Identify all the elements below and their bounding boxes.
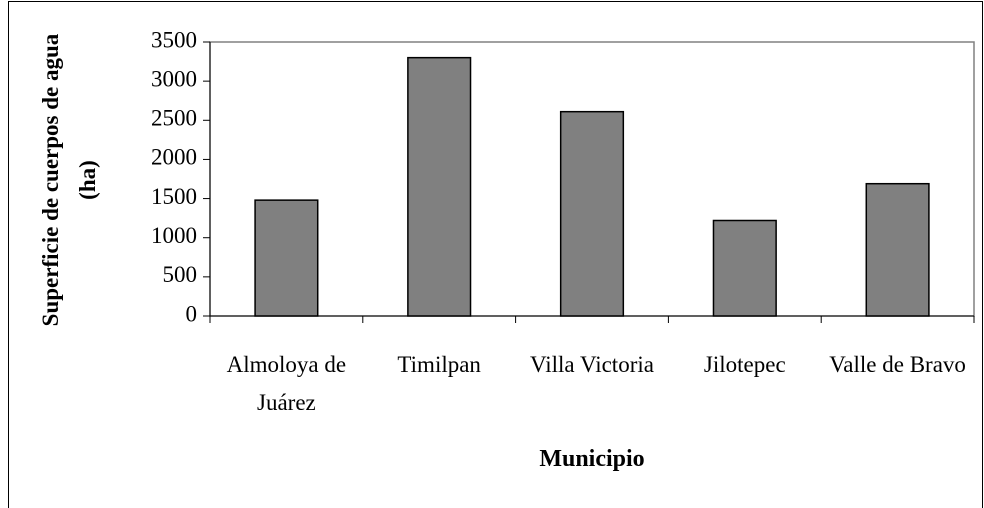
x-tick-label: Almoloya de Juárez [226, 352, 347, 415]
bar [254, 199, 319, 317]
y-tick-label: 1000 [151, 223, 197, 248]
y-tick-label: 1500 [151, 184, 197, 209]
y-tick-label: 3000 [151, 66, 197, 91]
y-axis-title: Superficie de cuerpos de agua (ha) [38, 33, 100, 327]
y-tick-label: 2000 [151, 145, 197, 170]
x-tick-label: Valle de Bravo [829, 352, 966, 377]
bar [865, 182, 930, 317]
y-tick-label: 0 [186, 301, 198, 326]
y-tick-label: 2500 [151, 106, 197, 131]
y-tick-label: 500 [163, 262, 198, 287]
bar [559, 110, 625, 317]
y-tick-label: 3500 [151, 27, 197, 52]
bar [407, 56, 472, 317]
x-tick-label: Timilpan [397, 352, 481, 377]
x-tick-label: Jilotepec [703, 352, 786, 377]
bar [712, 219, 777, 317]
x-tick-label: Villa Victoria [530, 352, 654, 377]
chart-frame [8, 1, 983, 508]
x-axis-title: Municipio [539, 446, 645, 472]
